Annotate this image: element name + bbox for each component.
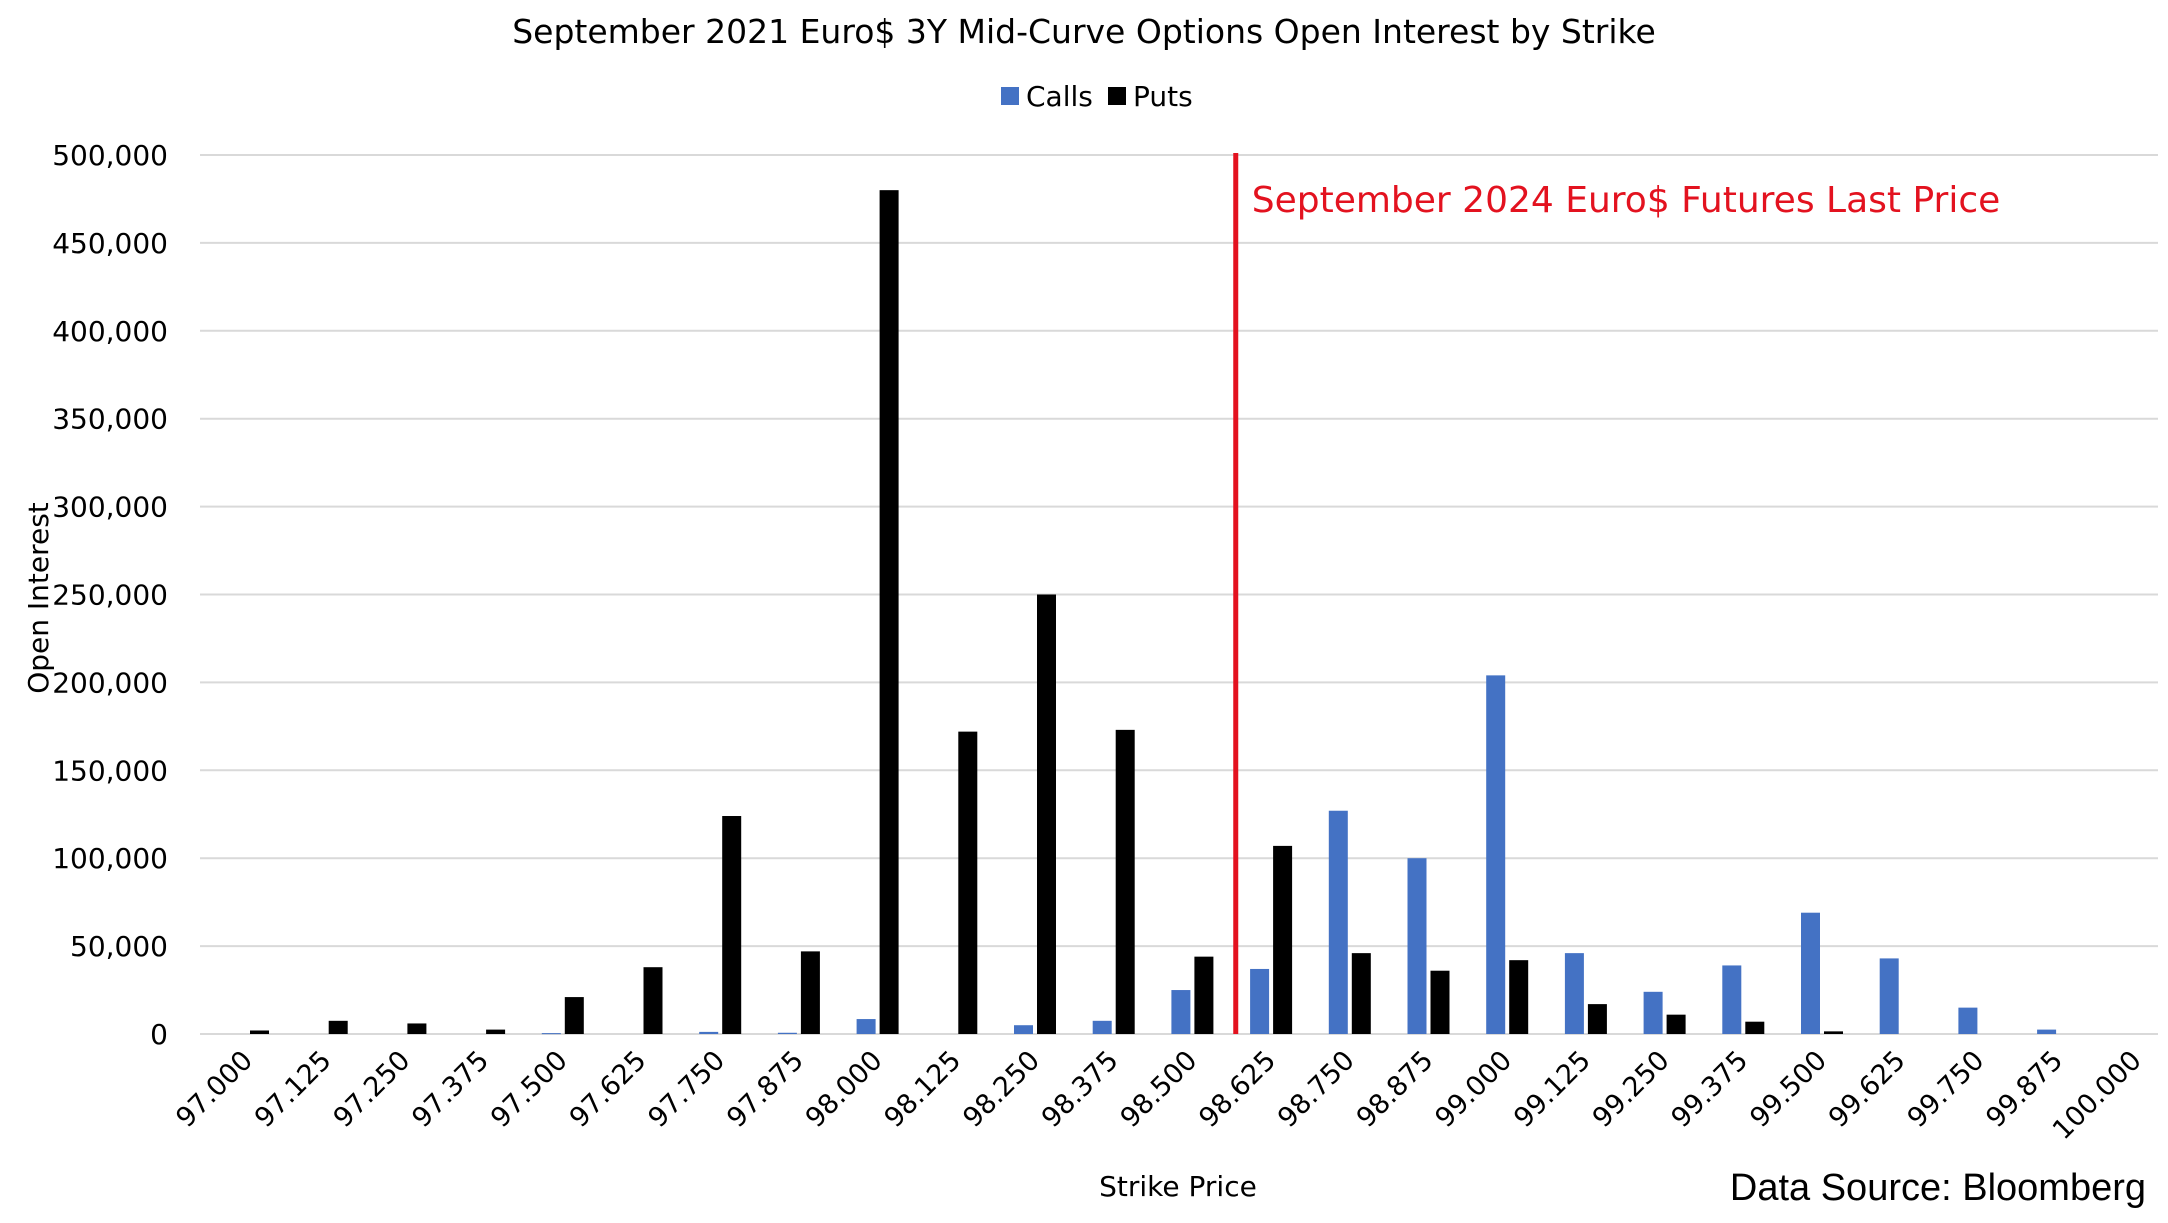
x-tick-label: 97.375 [406,1045,495,1134]
y-tick-label: 300,000 [52,491,168,524]
bar-calls [1093,1021,1112,1034]
bar-puts [1509,960,1528,1034]
bar-calls [1329,811,1348,1034]
y-axis-title: Open Interest [22,502,55,694]
y-tick-label: 50,000 [70,930,168,963]
y-tick-label: 0 [150,1018,168,1051]
x-tick-label: 97.250 [328,1045,417,1134]
bar-calls [542,1033,561,1034]
y-tick-label: 100,000 [52,842,168,875]
bar-puts [958,732,977,1034]
legend-swatch-calls [1001,87,1019,105]
x-tick-label: 97.875 [721,1045,810,1134]
x-tick-label: 98.875 [1351,1045,1440,1134]
y-tick-label: 150,000 [52,754,168,787]
bars [250,190,2056,1034]
x-tick-label: 97.500 [485,1045,574,1134]
bar-puts [1352,953,1371,1034]
bar-calls [1014,1025,1033,1034]
x-tick-label: 98.000 [800,1045,889,1134]
last-price-annotation: September 2024 Euro$ Futures Last Price [1252,180,2001,221]
bar-puts [880,190,899,1034]
y-tick-label: 200,000 [52,666,168,699]
x-tick-label: 98.750 [1272,1045,1361,1134]
bar-calls [1486,675,1505,1034]
x-tick-label: 97.625 [564,1045,653,1134]
bar-puts [1824,1031,1843,1034]
bar-puts [565,997,584,1034]
x-tick-label: 99.000 [1429,1045,1518,1134]
bar-calls [1565,953,1584,1034]
x-tick-label: 97.750 [642,1045,731,1134]
bar-puts [1037,595,1056,1035]
y-tick-label: 350,000 [52,403,168,436]
x-tick-label: 97.125 [249,1045,338,1134]
bar-puts [1588,1004,1607,1034]
bar-puts [801,951,820,1034]
bar-puts [329,1021,348,1034]
data-source-note: Data Source: Bloomberg [1730,1167,2146,1209]
x-tick-label: 99.250 [1587,1045,1676,1134]
bar-calls [1880,958,1899,1034]
bar-calls [1722,965,1741,1034]
x-axis-title: Strike Price [1099,1170,1257,1203]
y-tick-label: 500,000 [52,139,168,172]
legend: Calls Puts [1001,80,1193,113]
bar-puts [486,1030,505,1034]
x-tick-label: 97.000 [170,1045,259,1134]
legend-label-puts: Puts [1133,80,1193,113]
bar-calls [2037,1030,2056,1034]
bar-calls [778,1033,797,1034]
bar-calls [857,1019,876,1034]
x-tick-label: 99.500 [1744,1045,1833,1134]
bar-calls [1250,969,1269,1034]
bar-calls [699,1032,718,1034]
x-tick-label: 99.125 [1508,1045,1597,1134]
x-tick-label: 99.750 [1902,1045,1991,1134]
x-tick-label: 98.125 [879,1045,968,1134]
y-tick-label: 250,000 [52,579,168,612]
x-tick-label: 98.625 [1193,1045,1282,1134]
y-tick-label: 400,000 [52,315,168,348]
chart-title: September 2021 Euro$ 3Y Mid-Curve Option… [512,12,1656,51]
bar-calls [1958,1008,1977,1034]
x-tick-label: 99.625 [1823,1045,1912,1134]
bar-puts [1116,730,1135,1034]
bar-puts [407,1023,426,1034]
x-tick-label: 98.500 [1115,1045,1204,1134]
bar-calls [1408,858,1427,1034]
x-tick-label: 98.375 [1036,1045,1125,1134]
bar-puts [1667,1015,1686,1034]
bar-puts [1431,971,1450,1034]
y-tick-label: 450,000 [52,227,168,260]
bar-puts [644,967,663,1034]
axes: 0 50,000 100,000 150,000 200,000 250,000 300,0… [52,139,2148,1146]
bar-puts [1745,1022,1764,1034]
bar-puts [722,816,741,1034]
bar-puts [1194,957,1213,1034]
x-tick-label: 98.250 [957,1045,1046,1134]
bar-puts [250,1030,269,1034]
bar-calls [1644,992,1663,1034]
bar-calls [1801,913,1820,1034]
gridlines [200,155,2158,1034]
bar-calls [1171,990,1190,1034]
bar-puts [1273,846,1292,1034]
legend-swatch-puts [1108,87,1126,105]
x-tick-label: 99.375 [1666,1045,1755,1134]
legend-label-calls: Calls [1026,80,1093,113]
